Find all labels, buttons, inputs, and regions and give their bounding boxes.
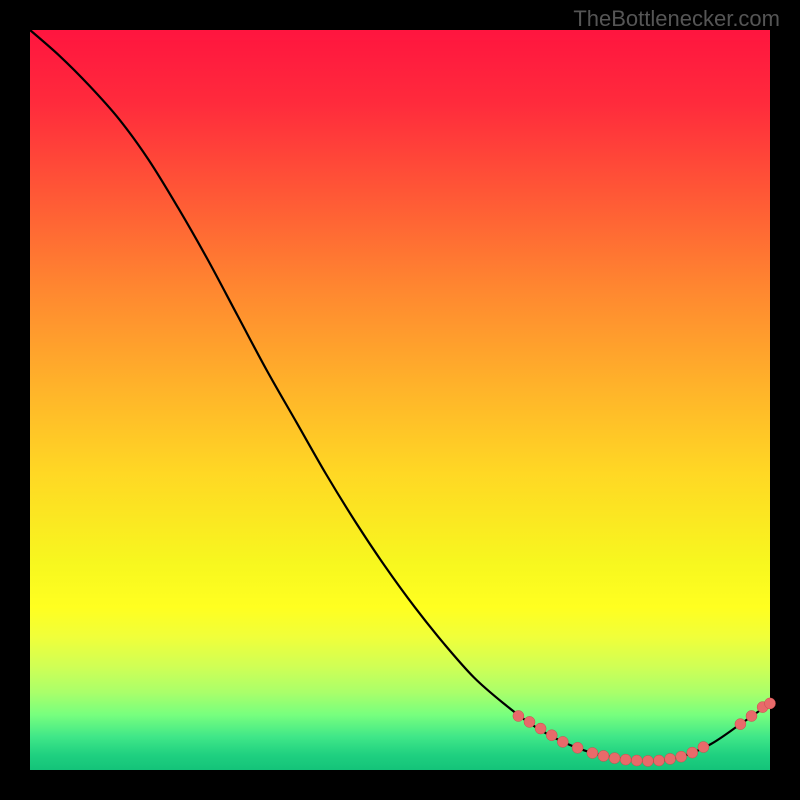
data-marker xyxy=(513,710,524,721)
data-marker xyxy=(735,719,746,730)
data-marker xyxy=(765,698,776,709)
data-marker xyxy=(587,747,598,758)
data-marker xyxy=(665,753,676,764)
plot-background xyxy=(30,30,770,770)
data-marker xyxy=(598,750,609,761)
data-marker xyxy=(572,742,583,753)
data-marker xyxy=(676,751,687,762)
bottleneck-chart xyxy=(0,0,800,800)
data-marker xyxy=(631,755,642,766)
data-marker xyxy=(524,716,535,727)
data-marker xyxy=(535,723,546,734)
data-marker xyxy=(620,754,631,765)
data-marker xyxy=(654,755,665,766)
chart-container: TheBottlenecker.com xyxy=(0,0,800,800)
data-marker xyxy=(546,730,557,741)
data-marker xyxy=(557,736,568,747)
data-marker xyxy=(642,755,653,766)
watermark-text: TheBottlenecker.com xyxy=(573,6,780,32)
data-marker xyxy=(698,742,709,753)
data-marker xyxy=(746,710,757,721)
data-marker xyxy=(609,753,620,764)
data-marker xyxy=(687,747,698,758)
